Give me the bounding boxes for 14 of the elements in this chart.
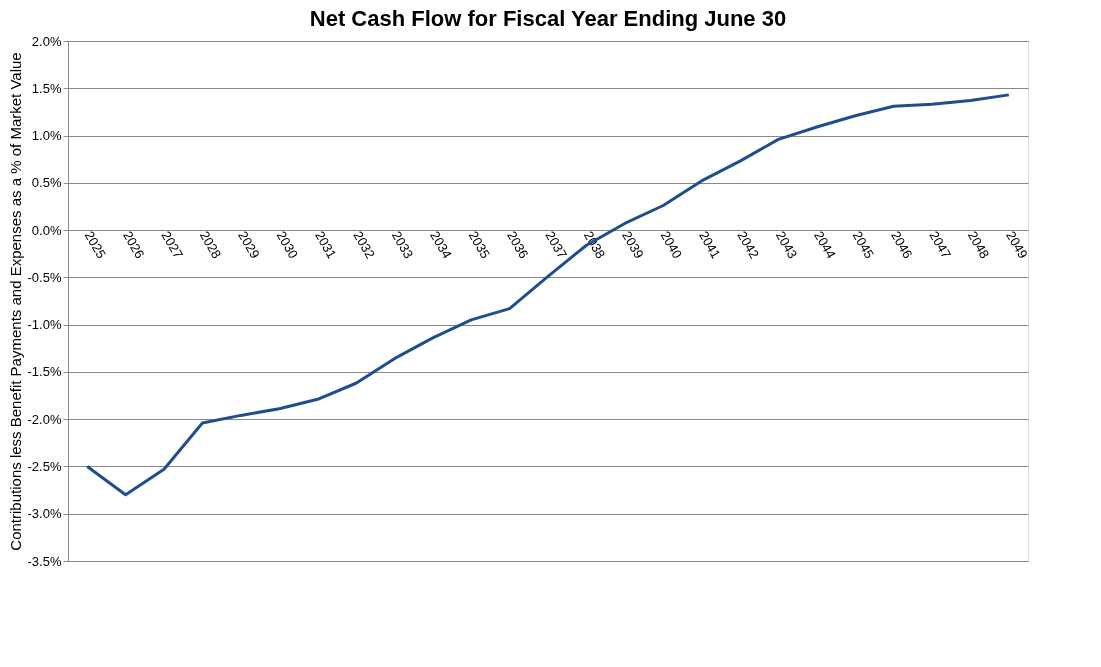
y-tick-label: -0.5%: [27, 269, 62, 285]
y-tick-label: 1.0%: [31, 128, 62, 144]
y-tick-label: -1.0%: [27, 317, 62, 333]
y-tick-label: -1.5%: [27, 364, 62, 380]
y-tick-label: 0.0%: [31, 222, 62, 238]
y-axis-title: Contributions less Benefit Payments and Expenses as a % of Market Value: [6, 52, 24, 551]
y-tick-label: -3.5%: [27, 553, 62, 569]
y-tick-label: 0.5%: [31, 175, 62, 191]
y-tick-label: 2.0%: [31, 33, 62, 49]
y-tick-label: -3.0%: [27, 506, 62, 522]
chart-title: Net Cash Flow for Fiscal Year Ending June 30: [309, 6, 787, 31]
y-tick-label: -2.0%: [27, 411, 62, 427]
y-tick-label: -2.5%: [27, 458, 62, 474]
y-tick-label: 1.5%: [31, 80, 62, 96]
